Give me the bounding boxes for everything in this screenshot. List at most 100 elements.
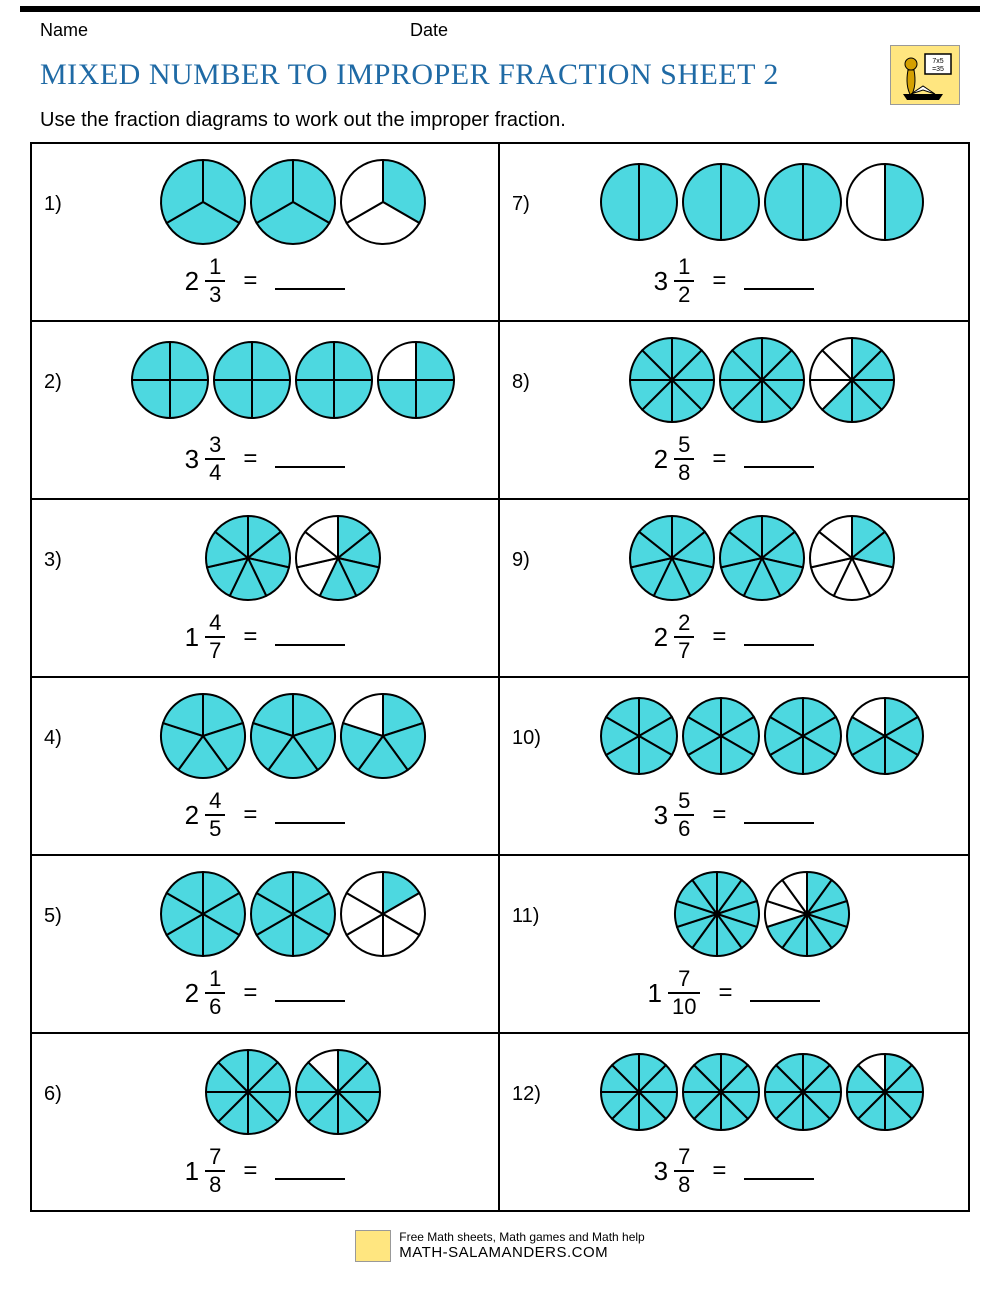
answer-blank[interactable] [275,998,345,1002]
equation-row: 147= [44,606,486,662]
numerator: 2 [674,612,694,636]
numerator: 5 [674,790,694,814]
fraction-diagram [100,340,486,420]
fraction-part: 45 [205,790,225,840]
equation-row: 312= [512,250,956,306]
worksheet-page: Name Date MIXED NUMBER TO IMPROPER FRACT… [0,6,1000,1287]
fraction-circle-icon [376,340,456,420]
denominator: 7 [674,636,694,662]
equals-sign: = [712,445,726,473]
mixed-number: 378 [654,1146,695,1196]
fraction-circle-icon [763,870,851,958]
numerator: 1 [205,256,225,280]
answer-blank[interactable] [744,820,814,824]
footer-text: Free Math sheets, Math games and Math he… [399,1230,644,1262]
fraction-circle-icon [763,1052,843,1132]
page-title: MIXED NUMBER TO IMPROPER FRACTION SHEET … [40,58,878,92]
denominator: 4 [205,458,225,484]
answer-blank[interactable] [744,642,814,646]
question-number: 2) [44,367,100,394]
name-label: Name [40,20,410,41]
whole-part: 1 [185,1156,199,1187]
fraction-circle-icon [249,870,337,958]
mixed-number: 147 [185,612,226,662]
mixed-number: 245 [185,790,226,840]
fraction-circle-icon [845,162,925,242]
cell-top: 11) [512,866,956,962]
problem-cell: 11) 1710 = [500,856,968,1032]
fraction-circle-icon [599,696,679,776]
whole-part: 2 [185,978,199,1009]
problem-cell: 4)245= [32,678,500,854]
mixed-number: 356 [654,790,695,840]
fraction-circle-icon [763,162,843,242]
fraction-part: 56 [674,790,694,840]
fraction-diagram [568,336,956,424]
whole-part: 1 [648,978,662,1009]
brand-logo: 7x5 =35 [890,45,960,105]
equation-row: 378= [512,1140,956,1196]
cell-top: 2) [44,332,486,428]
answer-blank[interactable] [275,1176,345,1180]
fraction-circle-icon [681,1052,761,1132]
answer-blank[interactable] [744,464,814,468]
denominator: 6 [674,814,694,840]
equation-row: 1710 = [512,962,956,1018]
denominator: 7 [205,636,225,662]
mixed-number: 213 [185,256,226,306]
answer-blank[interactable] [744,286,814,290]
question-number: 4) [44,723,100,750]
equals-sign: = [243,445,257,473]
equation-row: 258= [512,428,956,484]
fraction-diagram [568,696,956,776]
numerator: 1 [674,256,694,280]
fraction-part: 12 [674,256,694,306]
fraction-part: 710 [668,968,700,1018]
mixed-number: 334 [185,434,226,484]
answer-blank[interactable] [275,286,345,290]
cell-top: 4) [44,688,486,784]
answer-blank[interactable] [750,998,820,1002]
problem-cell: 9) 227 = [500,500,968,676]
fraction-circle-icon [294,340,374,420]
fraction-part: 47 [205,612,225,662]
footer-line1: Free Math sheets, Math games and Math he… [399,1230,644,1244]
fraction-circle-icon [681,696,761,776]
fraction-circle-icon [845,1052,925,1132]
numerator: 7 [674,968,694,992]
denominator: 5 [205,814,225,840]
answer-blank[interactable] [275,820,345,824]
problem-cell: 6)178= [32,1034,500,1210]
numerator: 3 [205,434,225,458]
whole-part: 3 [185,444,199,475]
equals-sign: = [712,623,726,651]
fraction-circle-icon [763,696,843,776]
answer-blank[interactable] [275,642,345,646]
problem-cell: 5)216= [32,856,500,1032]
problem-cell: 1)213= [32,144,500,320]
fraction-circle-icon [718,514,806,602]
fraction-part: 13 [205,256,225,306]
equals-sign: = [718,979,732,1007]
grid-row: 3) 147= 9) 227 = [32,500,968,678]
cell-top: 10) [512,688,956,784]
answer-blank[interactable] [275,464,345,468]
fraction-part: 58 [674,434,694,484]
whole-part: 3 [654,266,668,297]
problem-cell: 8)258= [500,322,968,498]
fraction-part: 27 [674,612,694,662]
numerator: 7 [674,1146,694,1170]
equation-row: 227 = [512,606,956,662]
numerator: 4 [205,612,225,636]
question-number: 3) [44,545,100,572]
denominator: 8 [674,458,694,484]
cell-top: 7) [512,154,956,250]
fraction-diagram [100,1048,486,1136]
answer-blank[interactable] [744,1176,814,1180]
fraction-circle-icon [339,692,427,780]
problem-cell: 10)356= [500,678,968,854]
instruction-text: Use the fraction diagrams to work out th… [0,105,1000,142]
fraction-circle-icon [681,162,761,242]
question-number: 9) [512,545,568,572]
fraction-circle-icon [249,692,337,780]
